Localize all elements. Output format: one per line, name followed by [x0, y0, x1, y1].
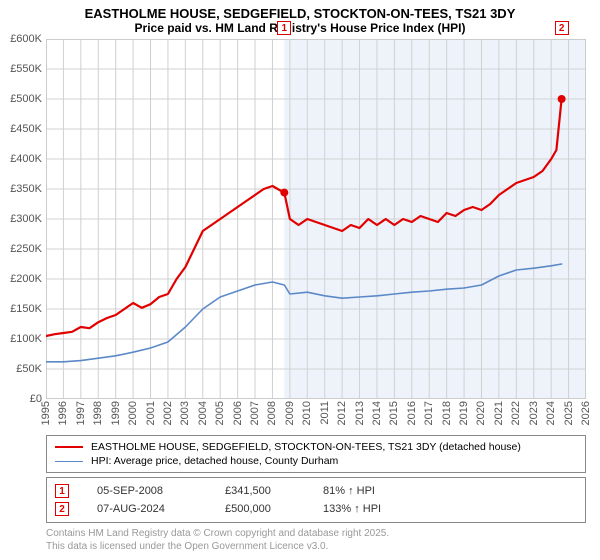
ytick-label: £600K [10, 33, 42, 45]
xtick-label: 2002 [162, 401, 174, 425]
chart-plot-area: £0£50K£100K£150K£200K£250K£300K£350K£400… [46, 39, 586, 399]
ytick-label: £300K [10, 213, 42, 225]
xtick-label: 2010 [301, 401, 313, 425]
footer-line2: This data is licensed under the Open Gov… [46, 540, 586, 553]
event-row-2: 2 07-AUG-2024 £500,000 133% ↑ HPI [55, 500, 577, 518]
event-price-1: £341,500 [225, 485, 295, 497]
event-marker-1: 1 [55, 484, 69, 498]
xtick-label: 2018 [441, 401, 453, 425]
chart-svg [46, 39, 586, 399]
xtick-label: 2012 [336, 401, 348, 425]
event-date-2: 07-AUG-2024 [97, 503, 197, 515]
ytick-label: £400K [10, 153, 42, 165]
xtick-label: 2026 [580, 401, 592, 425]
footer-line1: Contains HM Land Registry data © Crown c… [46, 527, 586, 540]
ytick-label: £150K [10, 303, 42, 315]
xtick-label: 2019 [458, 401, 470, 425]
legend-label-price-paid: EASTHOLME HOUSE, SEDGEFIELD, STOCKTON-ON… [91, 441, 521, 453]
ytick-label: £500K [10, 93, 42, 105]
xtick-label: 2009 [284, 401, 296, 425]
xtick-label: 2016 [406, 401, 418, 425]
legend-box: EASTHOLME HOUSE, SEDGEFIELD, STOCKTON-ON… [46, 435, 586, 473]
chart-marker-1: 1 [277, 21, 291, 35]
footer: Contains HM Land Registry data © Crown c… [46, 527, 586, 553]
xtick-label: 2007 [249, 401, 261, 425]
xtick-label: 1995 [40, 401, 52, 425]
ytick-label: £200K [10, 273, 42, 285]
event-pct-2: 133% ↑ HPI [323, 503, 381, 515]
xtick-label: 2011 [319, 401, 331, 425]
xtick-label: 2020 [475, 401, 487, 425]
xtick-label: 2004 [197, 401, 209, 425]
event-price-2: £500,000 [225, 503, 295, 515]
chart-marker-2: 2 [555, 21, 569, 35]
legend-swatch-hpi [55, 461, 83, 462]
legend-item-price-paid: EASTHOLME HOUSE, SEDGEFIELD, STOCKTON-ON… [55, 440, 577, 454]
ytick-label: £100K [10, 333, 42, 345]
ytick-label: £450K [10, 123, 42, 135]
ytick-label: £250K [10, 243, 42, 255]
xtick-label: 2024 [545, 401, 557, 425]
chart-title-line2: Price paid vs. HM Land Registry's House … [0, 21, 600, 39]
xtick-label: 2014 [371, 401, 383, 425]
ytick-label: £350K [10, 183, 42, 195]
xtick-label: 2005 [214, 401, 226, 425]
xtick-label: 2021 [493, 401, 505, 425]
event-marker-2: 2 [55, 502, 69, 516]
xtick-label: 2003 [179, 401, 191, 425]
event-date-1: 05-SEP-2008 [97, 485, 197, 497]
xtick-label: 1997 [75, 401, 87, 425]
xtick-label: 2008 [266, 401, 278, 425]
xtick-label: 2017 [423, 401, 435, 425]
ytick-label: £550K [10, 63, 42, 75]
xtick-label: 2025 [563, 401, 575, 425]
xtick-label: 2013 [354, 401, 366, 425]
legend-item-hpi: HPI: Average price, detached house, Coun… [55, 454, 577, 468]
chart-title-line1: EASTHOLME HOUSE, SEDGEFIELD, STOCKTON-ON… [0, 0, 600, 21]
event-pct-1: 81% ↑ HPI [323, 485, 375, 497]
xtick-label: 2001 [145, 401, 157, 425]
legend-swatch-price-paid [55, 446, 83, 448]
xtick-label: 1999 [110, 401, 122, 425]
xtick-label: 1998 [92, 401, 104, 425]
xtick-label: 1996 [57, 401, 69, 425]
xtick-label: 2000 [127, 401, 139, 425]
xtick-label: 2015 [388, 401, 400, 425]
xtick-label: 2022 [510, 401, 522, 425]
xtick-label: 2006 [232, 401, 244, 425]
legend-label-hpi: HPI: Average price, detached house, Coun… [91, 455, 338, 467]
ytick-label: £50K [16, 363, 42, 375]
xtick-label: 2023 [528, 401, 540, 425]
chart-container: EASTHOLME HOUSE, SEDGEFIELD, STOCKTON-ON… [0, 0, 600, 560]
event-row-1: 1 05-SEP-2008 £341,500 81% ↑ HPI [55, 482, 577, 500]
event-table: 1 05-SEP-2008 £341,500 81% ↑ HPI 2 07-AU… [46, 477, 586, 523]
